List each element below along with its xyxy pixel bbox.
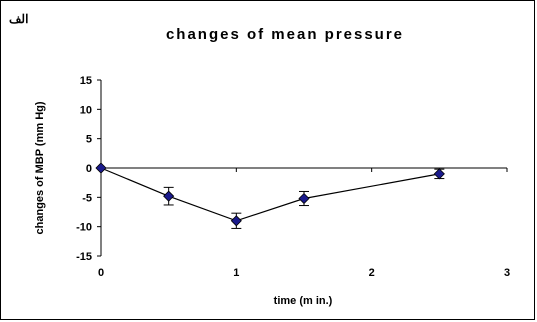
y-tick-label: -15 [76,251,92,263]
y-tick-label: 0 [86,163,92,175]
data-point [95,162,107,174]
data-point [433,168,445,180]
y-tick-labels: 15 10 5 0 -5 -10 -15 [76,75,92,263]
y-tick-label: 10 [80,104,92,116]
data-series [95,162,445,229]
chart-title: changes of mean pressure [166,26,404,43]
y-tick-label: 15 [80,75,92,87]
data-point [230,215,242,227]
x-tick-label: 1 [233,267,239,279]
x-axis-label: time (m in.) [274,295,333,307]
x-tick-label: 0 [98,267,104,279]
data-point [298,192,310,205]
y-tick-label: -10 [76,222,92,234]
x-tick-label: 3 [504,267,510,279]
x-tick-label: 2 [369,267,375,279]
y-axis-label: changes of MBP (mm Hg) [34,101,46,234]
axes [97,79,508,257]
x-tick-labels: 0 1 2 3 [98,267,510,279]
y-tick-label: -5 [82,192,92,204]
panel-label: الف [9,12,28,26]
data-point [163,190,175,202]
series-line [100,167,440,222]
y-tick-label: 5 [86,134,92,146]
